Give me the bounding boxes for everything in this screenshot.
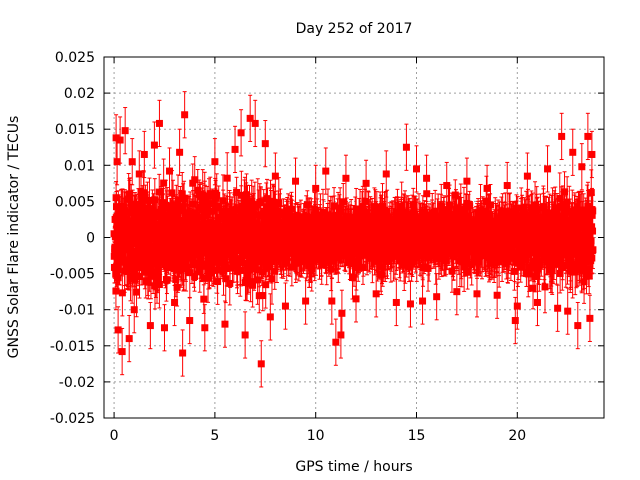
data-point (145, 196, 153, 204)
data-point (174, 266, 182, 274)
data-point (267, 219, 275, 227)
data-point (279, 209, 287, 217)
data-point (116, 258, 124, 266)
data-point (190, 221, 198, 229)
data-point (160, 179, 168, 187)
data-point (303, 201, 311, 209)
data-point (196, 268, 204, 276)
data-point (151, 282, 159, 290)
data-point (244, 270, 252, 278)
data-point (339, 198, 347, 206)
data-point (163, 261, 171, 269)
data-point (178, 216, 186, 224)
data-point (271, 267, 279, 275)
data-point (335, 204, 343, 212)
data-point (144, 278, 152, 286)
data-point (155, 281, 163, 289)
data-point (163, 276, 171, 284)
data-point (268, 275, 276, 283)
data-point (128, 275, 136, 283)
data-point (179, 203, 187, 211)
data-point (178, 190, 186, 198)
data-point (233, 188, 241, 196)
data-point (327, 265, 335, 273)
data-point (236, 266, 244, 274)
data-point (214, 278, 222, 286)
data-point (172, 202, 180, 210)
data-point (183, 237, 191, 245)
data-point (248, 199, 256, 207)
data-point (297, 213, 305, 221)
data-point (167, 263, 175, 271)
data-point (223, 174, 231, 182)
data-point (112, 203, 120, 211)
data-point (249, 281, 257, 289)
data-point (221, 259, 229, 267)
data-point (210, 207, 218, 215)
data-point (196, 239, 204, 247)
data-point (275, 199, 283, 207)
data-point (136, 273, 144, 281)
data-point (250, 210, 258, 218)
data-point (195, 213, 203, 221)
data-point (257, 198, 265, 206)
data-point (336, 208, 344, 216)
data-point (146, 264, 154, 272)
data-point (215, 202, 223, 210)
data-point (242, 276, 250, 284)
data-point (255, 211, 263, 219)
data-point (200, 274, 208, 282)
data-point (114, 274, 122, 282)
data-point (243, 202, 251, 210)
data-point (213, 191, 221, 199)
data-point (219, 207, 227, 215)
data-point (228, 249, 236, 257)
data-point (243, 191, 251, 199)
data-point (154, 263, 162, 271)
data-point (133, 288, 141, 296)
data-point (177, 207, 185, 215)
data-point (206, 190, 214, 198)
data-point (126, 191, 134, 199)
data-point (254, 276, 262, 284)
data-point (152, 234, 160, 242)
data-point (180, 195, 188, 203)
data-point (202, 262, 210, 270)
data-point (155, 188, 163, 196)
data-point (231, 206, 239, 214)
data-point (194, 186, 202, 194)
data-point (261, 233, 269, 241)
data-point (142, 196, 150, 204)
data-point (222, 275, 230, 283)
data-point (127, 200, 135, 208)
data-point (140, 189, 148, 197)
data-point (263, 195, 271, 203)
data-point (165, 253, 173, 261)
data-point (334, 213, 342, 221)
data-point (188, 254, 196, 262)
data-point (264, 203, 272, 211)
data-point (234, 213, 242, 221)
data-points (110, 91, 597, 388)
data-point (137, 263, 145, 271)
data-point (112, 287, 120, 295)
data-point (259, 292, 267, 300)
data-point (133, 213, 141, 221)
data-point (124, 230, 132, 238)
data-point (118, 289, 126, 297)
data-point (200, 295, 208, 303)
data-point (151, 196, 159, 204)
data-point (168, 230, 176, 238)
data-point (255, 292, 263, 300)
data-point (239, 212, 247, 220)
data-point (262, 281, 270, 289)
data-point (132, 209, 140, 217)
data-point (241, 195, 249, 203)
